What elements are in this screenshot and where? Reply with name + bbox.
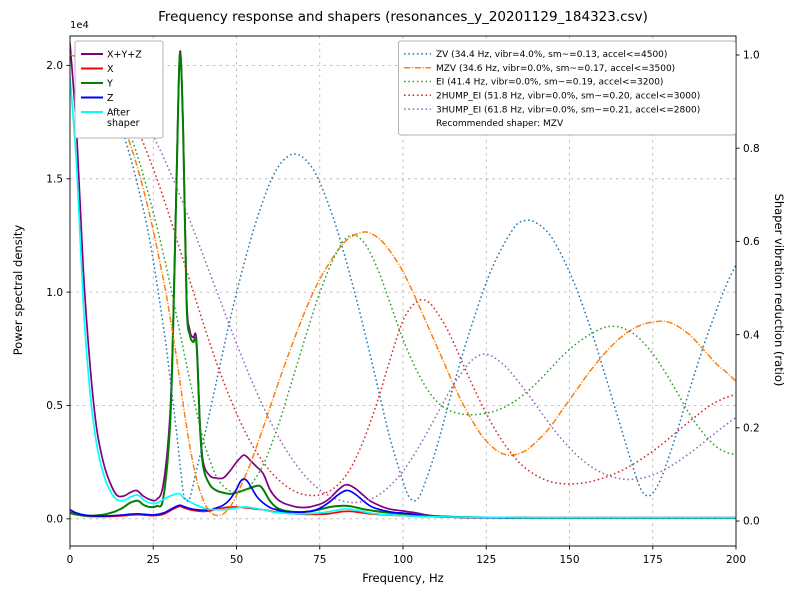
legend-label-z: Z <box>107 93 114 104</box>
x-tick-label: 75 <box>313 554 326 566</box>
legend-shapers: ZV (34.4 Hz, vibr=4.0%, sm~=0.13, accel<… <box>398 40 736 136</box>
y-right-tick-label: 1.0 <box>743 50 760 62</box>
legend-shapers-box <box>398 40 736 136</box>
shaper-curve-MZV <box>70 54 736 517</box>
legend-label-MZV: MZV (34.6 Hz, vibr=0.0%, sm~=0.17, accel… <box>436 64 675 74</box>
legend-label-after-shaper: After <box>107 107 130 118</box>
y-left-tick-label: 0.0 <box>46 514 63 526</box>
x-tick-label: 0 <box>67 554 74 566</box>
y-left-tick-label: 1.0 <box>46 287 63 299</box>
legend-label-y: Y <box>106 78 113 89</box>
shaper-curve-EI <box>70 54 736 493</box>
axis-tick-labels: 0 25 50 75 100 125 150 175 200 0.0 0.5 1.0 1.5 2.0 0.0… <box>46 50 760 566</box>
x-tick-label: 50 <box>230 554 243 566</box>
legend-label-3HUMP_EI: 3HUMP_EI (61.8 Hz, vibr=0.0%, sm~=0.21, … <box>436 105 700 115</box>
legend-recommended-shaper: Recommended shaper: MZV <box>436 119 564 129</box>
x-axis-label: Frequency, Hz <box>362 571 444 585</box>
y-left-tick-label: 2.0 <box>46 60 63 72</box>
legend-label-x+y+z: X+Y+Z <box>107 49 142 60</box>
curves <box>70 42 736 519</box>
x-tick-label: 25 <box>147 554 160 566</box>
legend-label-ZV: ZV (34.4 Hz, vibr=4.0%, sm~=0.13, accel<… <box>436 50 667 60</box>
y-axis-offset-label: 1e4 <box>70 20 89 31</box>
y-right-tick-label: 0.2 <box>743 423 760 435</box>
psd-curve-x+y+z <box>70 42 736 519</box>
x-tick-label: 125 <box>476 554 496 566</box>
legend-label-EI: EI (41.4 Hz, vibr=0.0%, sm~=0.19, accel<… <box>436 78 663 88</box>
y-right-tick-label: 0.6 <box>743 236 760 248</box>
legend-label-2HUMP_EI: 2HUMP_EI (51.8 Hz, vibr=0.0%, sm~=0.20, … <box>436 92 700 102</box>
axis-ticks <box>66 54 740 550</box>
x-tick-label: 150 <box>559 554 579 566</box>
y-right-tick-label: 0.0 <box>743 516 760 528</box>
y-right-tick-label: 0.4 <box>743 329 760 341</box>
chart-title: Frequency response and shapers (resonanc… <box>158 9 648 25</box>
legend-psd-box <box>74 40 164 139</box>
left-axis-label: Power spectral density <box>11 224 25 356</box>
y-right-tick-label: 0.8 <box>743 143 760 155</box>
right-axis-label: Shaper vibration reduction (ratio) <box>772 193 786 387</box>
x-tick-label: 200 <box>726 554 746 566</box>
x-tick-label: 175 <box>643 554 663 566</box>
y-left-tick-label: 1.5 <box>46 174 63 186</box>
y-left-tick-label: 0.5 <box>46 400 63 412</box>
legend-label-after-shaper: shaper <box>107 118 140 129</box>
x-tick-label: 100 <box>393 554 413 566</box>
psd-curve-after-shaper <box>70 76 736 519</box>
legend-label-x: X <box>107 64 114 75</box>
